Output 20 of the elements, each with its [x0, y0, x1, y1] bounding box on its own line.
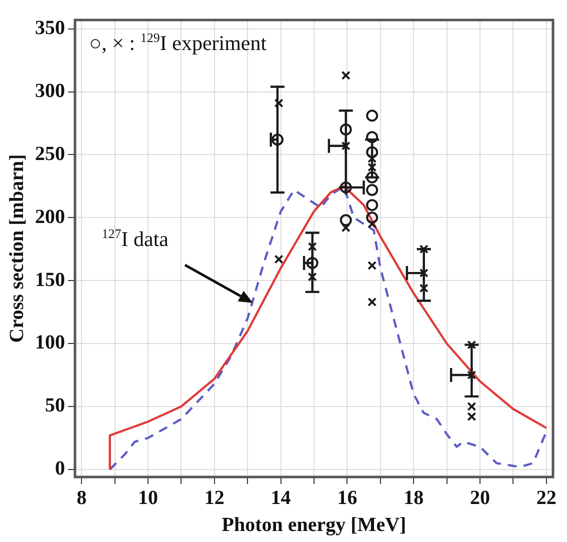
- x-tick-label: 8: [76, 487, 87, 510]
- y-tick-label: 200: [35, 206, 65, 228]
- y-tick-label: 0: [55, 458, 65, 480]
- x-tick-label: 20: [470, 487, 490, 510]
- y-tick-label: 250: [35, 142, 65, 165]
- x-tick-label: 10: [138, 487, 158, 510]
- y-tick-label: 100: [35, 332, 65, 354]
- y-tick-label: 300: [35, 80, 65, 102]
- x-tick-label: 18: [404, 487, 424, 510]
- y-tick-label: 150: [35, 268, 65, 291]
- x-tick-label: 22: [536, 487, 556, 510]
- y-tick-label: 350: [35, 16, 65, 39]
- x-tick-label: 12: [204, 487, 224, 510]
- x-tick-label: 14: [270, 487, 291, 510]
- y-axis-title: Cross section [mbarn]: [6, 154, 28, 343]
- x-axis-title: Photon energy [MeV]: [222, 514, 406, 536]
- annotation: ○, × : $^{129}$I experiment: [89, 30, 267, 56]
- x-tick-label: 16: [337, 487, 358, 510]
- annotation: $^{127}$I data: [102, 226, 168, 252]
- y-tick-label: 50: [45, 394, 65, 417]
